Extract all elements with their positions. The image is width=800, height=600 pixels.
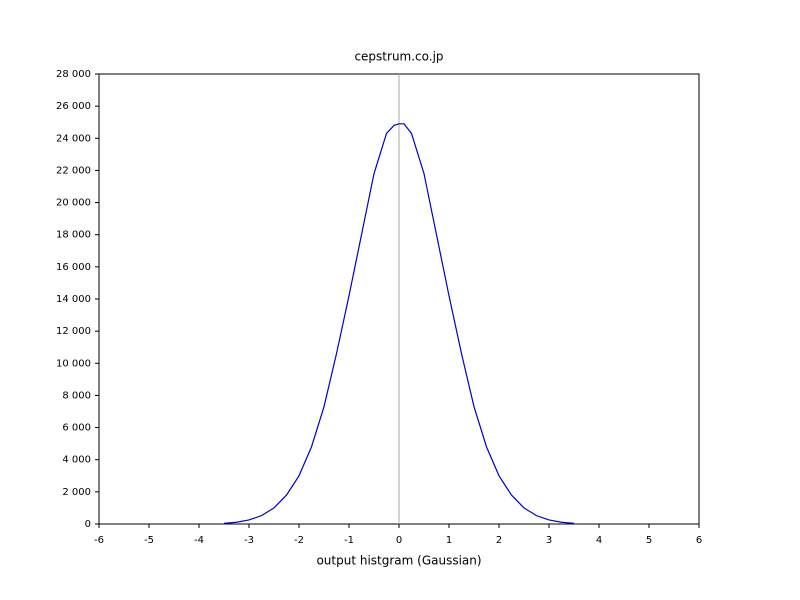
x-tick-label: -3 — [244, 535, 254, 546]
y-tick-label: 0 — [85, 519, 91, 530]
data-line — [223, 123, 575, 524]
x-tick-label: -4 — [194, 535, 204, 546]
x-tick-label: 3 — [546, 535, 552, 546]
x-tick-label: 2 — [496, 535, 502, 546]
x-tick-label: -2 — [294, 535, 304, 546]
x-tick-label: 0 — [396, 535, 402, 546]
y-tick-label: 12 000 — [56, 326, 91, 337]
x-tick-label: -1 — [344, 535, 354, 546]
y-tick-label: 28 000 — [56, 69, 91, 80]
y-tick-label: 2 000 — [62, 487, 91, 498]
y-tick-label: 4 000 — [62, 455, 91, 466]
y-tick-label: 20 000 — [56, 198, 91, 209]
x-tick-label: 1 — [446, 535, 452, 546]
y-tick-label: 22 000 — [56, 165, 91, 176]
y-tick-label: 16 000 — [56, 262, 91, 273]
x-tick-label: -6 — [94, 535, 104, 546]
y-tick-label: 10 000 — [56, 358, 91, 369]
y-tick-label: 6 000 — [62, 423, 91, 434]
y-tick-label: 14 000 — [56, 294, 91, 305]
x-tick-label: -5 — [144, 535, 154, 546]
chart-title: cepstrum.co.jp — [354, 50, 443, 64]
y-tick-label: 18 000 — [56, 230, 91, 241]
x-tick-label: 5 — [646, 535, 652, 546]
y-tick-label: 26 000 — [56, 101, 91, 112]
x-tick-label: 4 — [596, 535, 602, 546]
x-axis-label: output histgram (Gaussian) — [316, 554, 481, 568]
y-tick-label: 8 000 — [62, 390, 91, 401]
x-tick-label: 6 — [696, 535, 702, 546]
y-tick-label: 24 000 — [56, 133, 91, 144]
